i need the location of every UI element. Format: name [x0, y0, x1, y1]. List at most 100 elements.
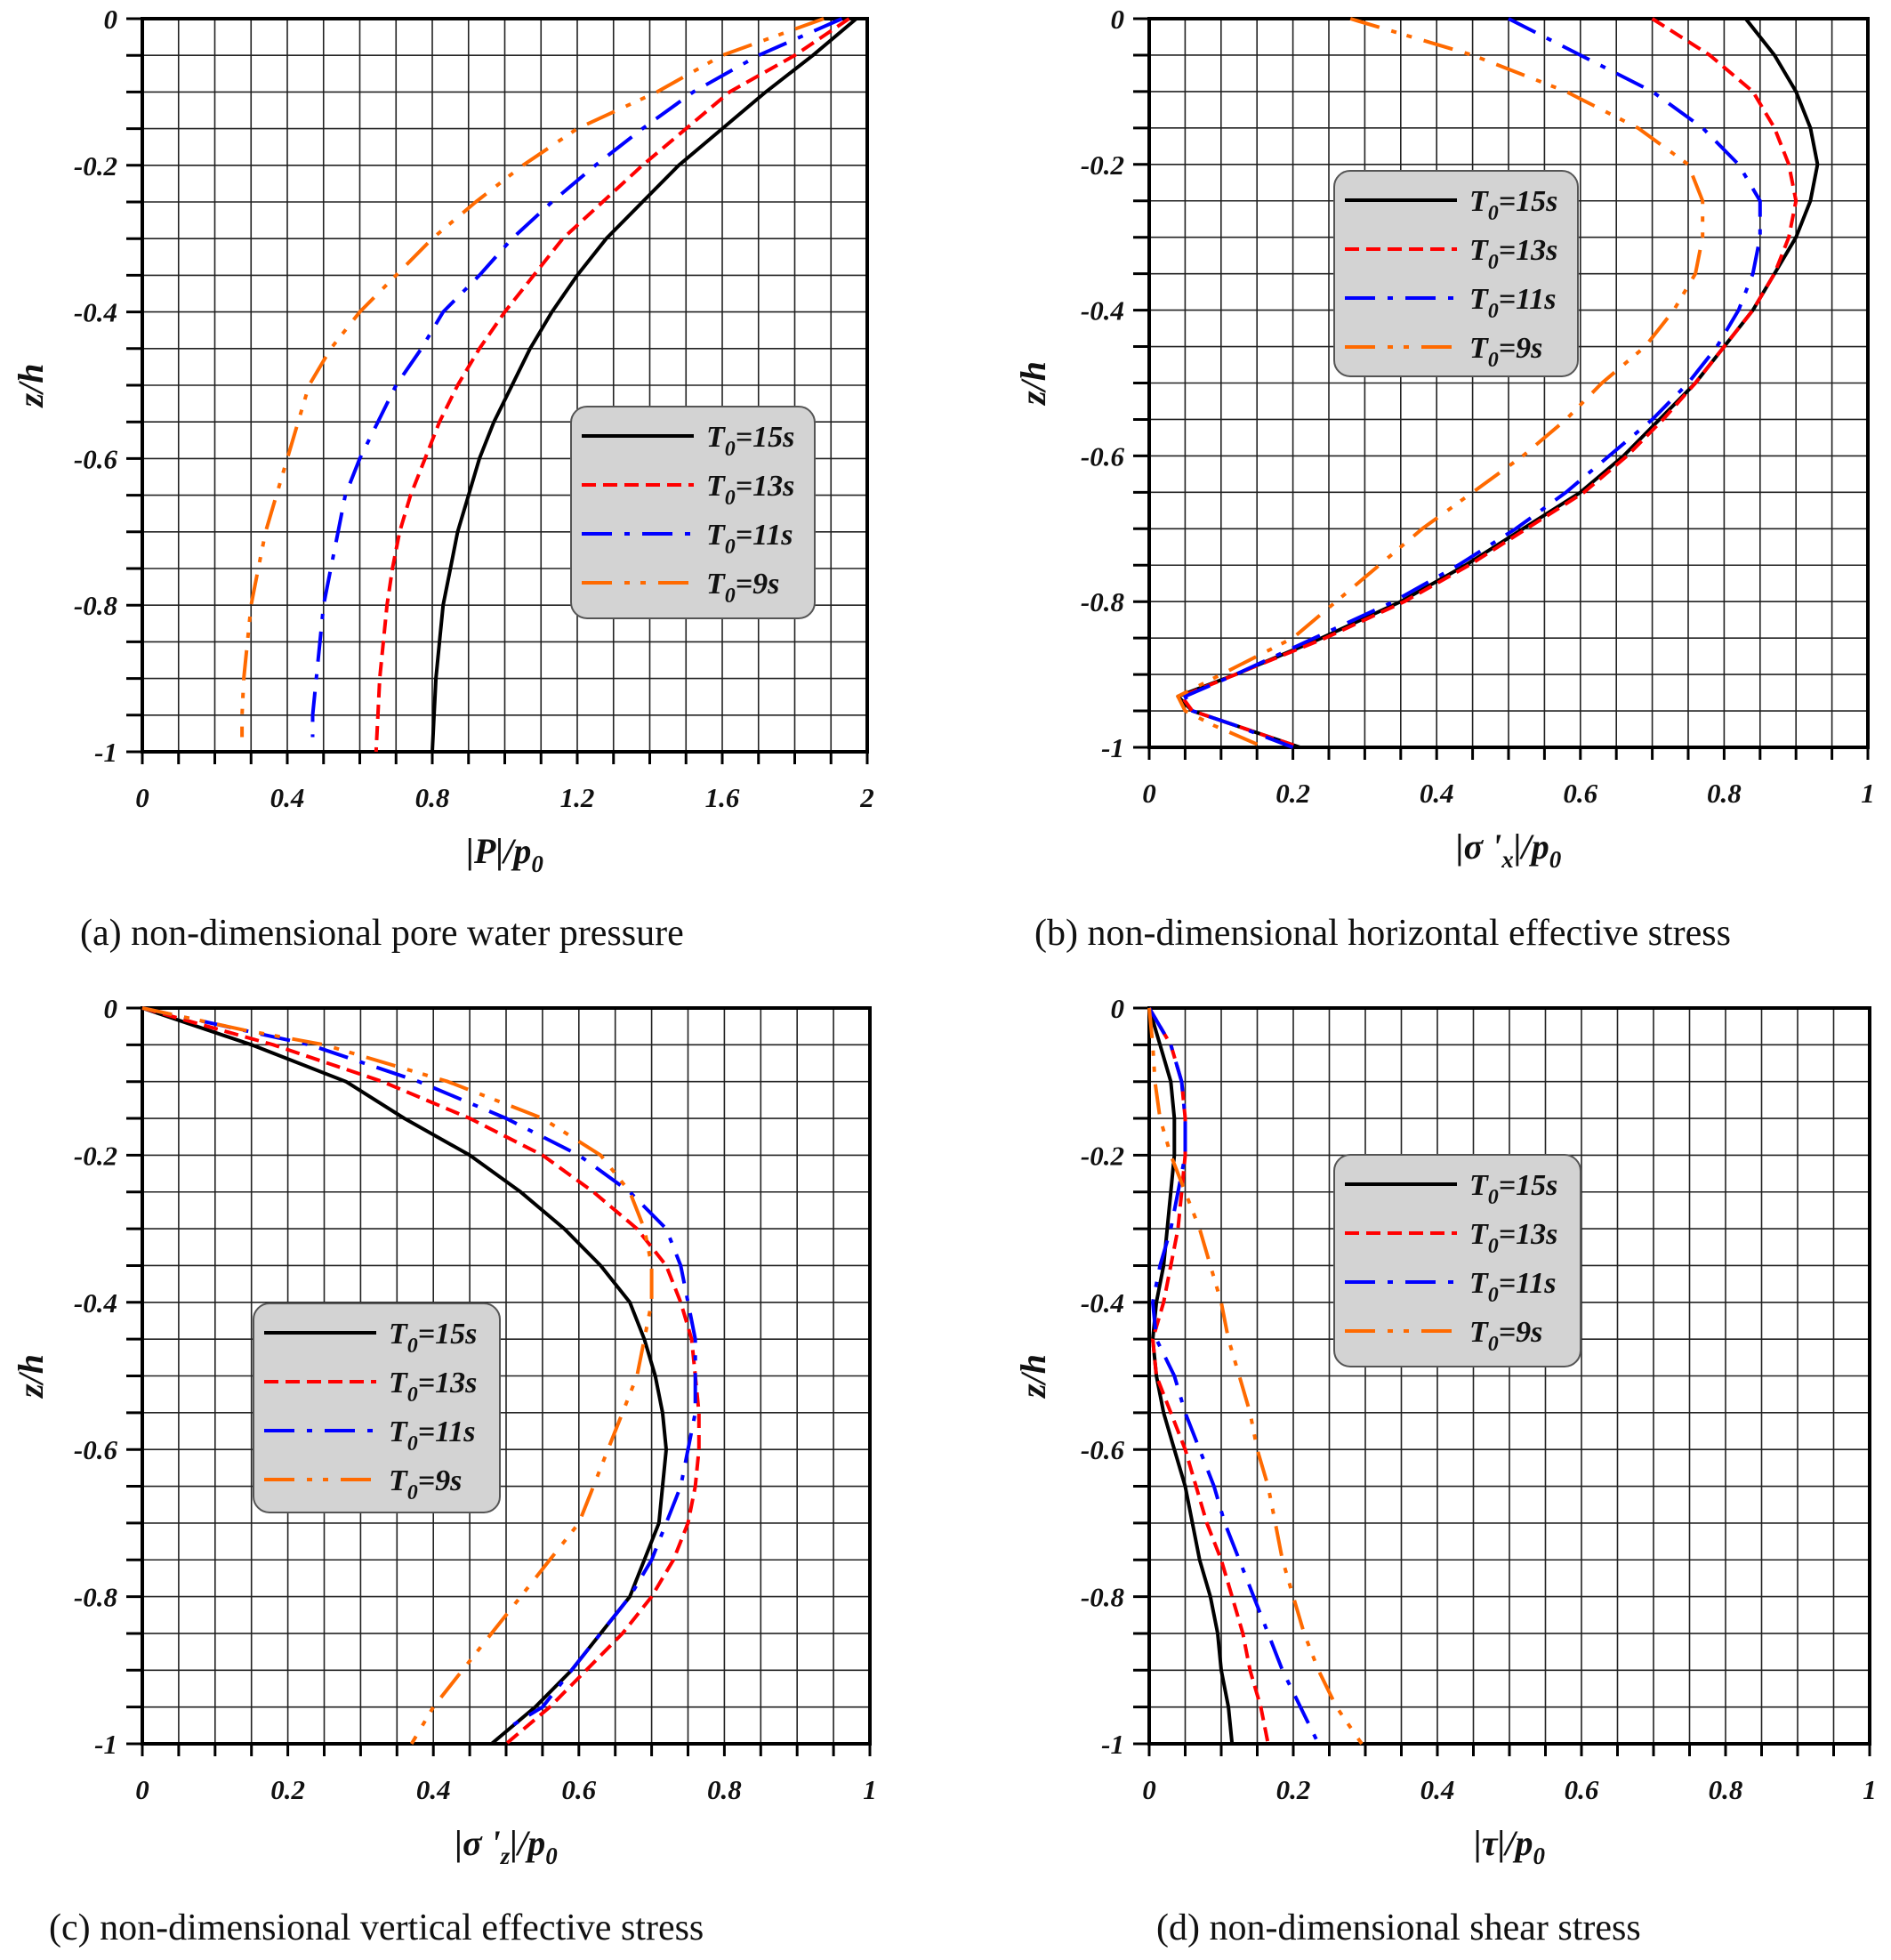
- y-tick-label: -0.2: [74, 150, 117, 181]
- series-line-t011s: [141, 1006, 697, 1731]
- legend-label: T0=11s: [1469, 283, 1557, 323]
- series-line-t015s: [1147, 1007, 1235, 1745]
- legend-label-value: =13s: [418, 1367, 478, 1399]
- chart-panel-d: 0 0.2 0.4 0.6 0.8 10-0.2-0.4-0.6-0.8-1|τ|/p0z…: [1013, 993, 1877, 1948]
- legend-label-subscript: 0: [1488, 1186, 1499, 1209]
- legend-label-symbol: T: [706, 519, 726, 552]
- x-tick-label: 0.8: [707, 1774, 742, 1805]
- series-line-t09s: [240, 17, 825, 738]
- x-tick-label: 0.6: [561, 1774, 596, 1805]
- x-tick-label: 0.8: [1707, 778, 1742, 809]
- x-axis-label-part: 0: [1533, 1843, 1545, 1869]
- x-tick-label: 0: [1142, 778, 1156, 809]
- legend-label: T0=11s: [706, 519, 793, 559]
- legend-label-subscript: 0: [1488, 251, 1499, 274]
- legend-label-subscript: 0: [1488, 202, 1499, 225]
- legend-label-value: =15s: [1499, 185, 1558, 218]
- x-tick-label: 1: [1861, 778, 1875, 809]
- series-line-t011s: [1147, 1006, 1321, 1745]
- x-axis-label-part: x: [1501, 846, 1514, 873]
- legend-box: [253, 1303, 501, 1513]
- x-tick-label: 2: [859, 782, 874, 813]
- series-line-t09s: [1147, 1007, 1364, 1746]
- legend-label-symbol: T: [706, 470, 726, 503]
- legend-label-value: =9s: [1499, 1316, 1543, 1349]
- x-tick-label: 0.6: [1565, 1774, 1599, 1805]
- y-tick-label: -1: [94, 737, 117, 768]
- y-axis-label: z/h: [11, 1354, 51, 1399]
- y-axis-label: z/h: [1013, 1354, 1053, 1399]
- legend-label-value: =11s: [736, 519, 793, 552]
- legend-label-symbol: T: [389, 1416, 408, 1448]
- x-tick-label: 0.6: [1563, 778, 1597, 809]
- panel-caption: (a) non-dimensional pore water pressure: [80, 913, 684, 954]
- legend-label-symbol: T: [1469, 185, 1489, 218]
- x-axis-label: |P|/p0: [466, 831, 543, 877]
- x-axis-label-part: |/p: [495, 831, 531, 871]
- y-tick-label: -0.4: [1081, 295, 1124, 327]
- x-axis-label-part: 0: [531, 851, 543, 877]
- y-tick-label: -0.8: [74, 1582, 118, 1613]
- legend-label-subscript: 0: [407, 1335, 418, 1358]
- legend-label-value: =13s: [1499, 234, 1558, 267]
- legend-label-subscript: 0: [725, 536, 736, 559]
- legend-label-symbol: T: [389, 1367, 408, 1399]
- x-axis-label-part: 0: [1549, 846, 1562, 873]
- series-line-t09s: [141, 1006, 654, 1746]
- legend-label-symbol: T: [706, 421, 726, 454]
- x-axis-label: |σ 'x|/p0: [1456, 827, 1562, 873]
- panel-caption: (c) non-dimensional vertical effective s…: [49, 1908, 704, 1948]
- legend-label: T0=9s: [1469, 332, 1542, 372]
- legend-label-symbol: T: [1469, 283, 1489, 316]
- legend-label-subscript: 0: [407, 1432, 418, 1456]
- x-axis-label: |σ 'z|/p0: [455, 1823, 558, 1869]
- legend-label-value: =9s: [736, 568, 780, 601]
- x-axis-label-part: P: [473, 831, 496, 871]
- series-line-t015s: [431, 17, 858, 753]
- y-tick-label: -0.4: [1081, 1287, 1124, 1319]
- y-tick-label: 0: [104, 4, 118, 35]
- y-tick-label: -0.4: [74, 297, 117, 328]
- x-tick-label: 0.4: [1420, 778, 1454, 809]
- legend-label-symbol: T: [389, 1464, 408, 1497]
- y-tick-label: 0: [1111, 993, 1125, 1024]
- x-tick-label: 0.2: [270, 1774, 305, 1805]
- y-tick-label: -0.2: [1081, 1140, 1124, 1171]
- x-tick-label: 0.4: [270, 782, 305, 813]
- grid: [1133, 1006, 1871, 1756]
- x-tick-label: 1.6: [705, 782, 740, 813]
- legend-label: T0=13s: [389, 1367, 477, 1407]
- x-axis-label: |τ|/p0: [1474, 1823, 1545, 1869]
- y-tick-label: -0.6: [74, 443, 118, 474]
- y-tick-label: -1: [94, 1729, 117, 1760]
- legend-label-subscript: 0: [1488, 349, 1499, 372]
- legend-label-symbol: T: [1469, 1267, 1489, 1300]
- x-tick-label: 1.2: [560, 782, 595, 813]
- legend-label: T0=13s: [1469, 1218, 1557, 1258]
- y-tick-label: -0.8: [74, 590, 118, 621]
- legend-box: [570, 406, 816, 619]
- legend-label-subscript: 0: [725, 585, 736, 608]
- x-tick-label: 0.4: [1420, 1774, 1455, 1805]
- legend-label-subscript: 0: [1488, 300, 1499, 323]
- panel-caption: (b) non-dimensional horizontal effective…: [1034, 913, 1731, 954]
- y-tick-label: -0.8: [1081, 586, 1125, 617]
- legend-label-subscript: 0: [407, 1383, 418, 1407]
- series-line-t013s: [1179, 17, 1798, 749]
- legend-label-subscript: 0: [407, 1481, 418, 1504]
- y-tick-label: 0: [104, 993, 118, 1024]
- y-axis-label: z/h: [11, 364, 51, 409]
- legend-label: T0=9s: [1469, 1316, 1542, 1356]
- y-tick-label: -0.6: [74, 1434, 118, 1465]
- y-tick-label: -0.8: [1081, 1582, 1125, 1613]
- legend-label-value: =11s: [1499, 1267, 1557, 1300]
- y-tick-label: -0.2: [1081, 149, 1124, 181]
- x-tick-label: 0.2: [1276, 1774, 1311, 1805]
- series-line-t013s: [374, 17, 850, 753]
- plot-frame: [1147, 1006, 1871, 1746]
- x-tick-label: 0.2: [1275, 778, 1310, 809]
- series-line-t011s: [310, 17, 843, 738]
